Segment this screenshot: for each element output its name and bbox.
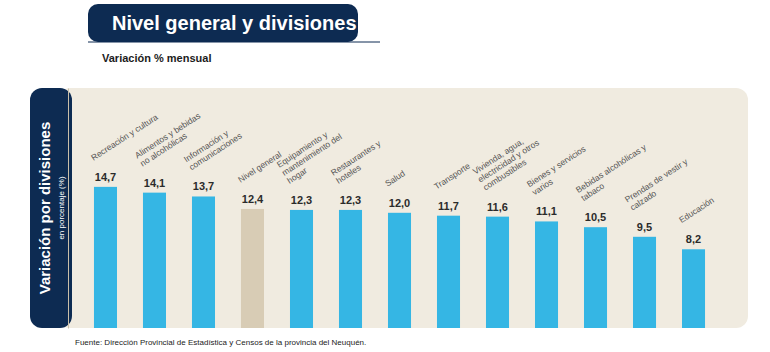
source: Fuente: Dirección Provincial de Estadíst…	[75, 338, 366, 347]
category-label: Prendas de vestir ycalzado	[623, 156, 695, 212]
title-banner	[88, 4, 358, 42]
bar	[339, 210, 362, 328]
data-label: 11,1	[536, 205, 557, 217]
bar	[633, 237, 656, 328]
bar	[290, 210, 313, 328]
y-axis-subtitle: en porcentaje (%)	[57, 176, 66, 239]
bars	[94, 187, 705, 328]
bar	[192, 196, 215, 328]
data-label: 12,3	[291, 194, 312, 206]
category-label: Educación	[677, 195, 716, 225]
data-label: 11,7	[438, 200, 459, 212]
bar	[535, 221, 558, 328]
data-label: 14,1	[144, 177, 165, 189]
bar	[682, 249, 705, 328]
bar	[388, 213, 411, 328]
bar	[94, 187, 117, 328]
data-label: 12,3	[340, 194, 361, 206]
data-label: 13,7	[193, 180, 214, 192]
bar	[143, 193, 166, 328]
y-axis-line	[68, 89, 69, 329]
data-label: 8,2	[686, 233, 701, 245]
ylabel-panel	[30, 88, 72, 328]
subtitle: Variación % mensual	[102, 52, 211, 64]
chart: Nivel general y divisiones Variación % me…	[0, 0, 770, 352]
title: Nivel general y divisiones	[112, 12, 357, 34]
data-label: 12,0	[389, 197, 410, 209]
plot-frame	[58, 88, 748, 328]
data-label: 14,7	[95, 171, 116, 183]
title-rule	[88, 42, 380, 43]
data-label: 11,6	[487, 201, 508, 213]
category-label: Salud	[383, 168, 407, 188]
category-label: Nivel general	[236, 149, 283, 184]
data-label: 9,5	[637, 221, 652, 233]
bar	[241, 209, 264, 328]
data-label: 12,4	[242, 193, 264, 205]
category-label: Restaurantes yhoteles	[329, 138, 388, 186]
bar	[584, 227, 607, 328]
labels: 14,7Recreación y cultura14,1Alimentos y …	[89, 111, 716, 246]
y-axis	[68, 89, 69, 329]
data-label: 10,5	[585, 211, 606, 223]
bar	[437, 216, 460, 328]
y-axis-title: Variación por divisiones	[36, 122, 53, 295]
category-label: Transporte	[432, 161, 472, 192]
bar	[486, 217, 509, 328]
category-label: Información ycomunicaciones	[182, 123, 244, 173]
